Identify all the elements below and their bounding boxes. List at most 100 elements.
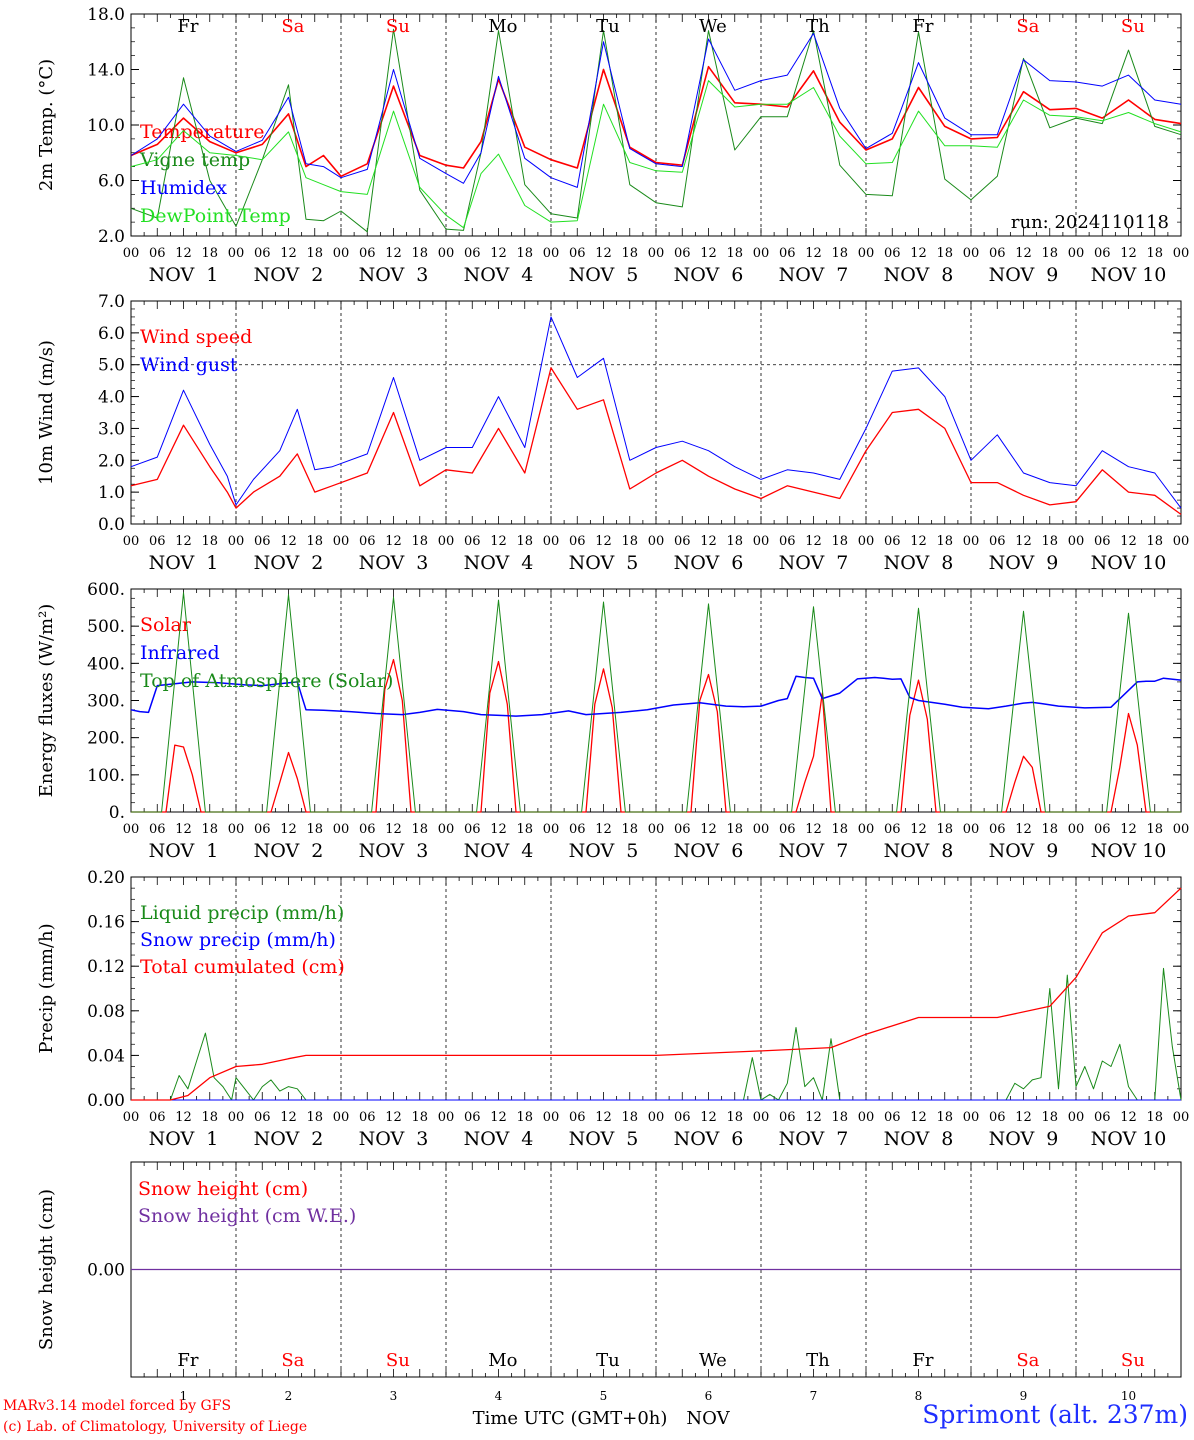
legend-label: Total cumulated (cm) [140,956,345,978]
day-number-label: 8 [915,1389,923,1403]
day-label: NOV 5 [569,1128,639,1150]
legend-label: Snow precip (mm/h) [140,929,336,951]
hour-tick-label: 18 [1041,822,1058,837]
legend-label: Wind gust [140,354,238,376]
series-line [131,967,1182,1101]
hour-tick-label: 18 [936,822,953,837]
hour-tick-label: 06 [464,534,481,549]
hour-tick-label: 18 [831,822,848,837]
hour-tick-label: 12 [1120,246,1137,261]
weekday-label: We [699,16,727,37]
hour-tick-label: 18 [306,534,323,549]
hour-tick-label: 06 [674,822,691,837]
hour-tick-label: 00 [1068,246,1085,261]
hour-tick-label: 06 [779,534,796,549]
hour-tick-label: 12 [490,1110,507,1125]
hour-tick-label: 00 [753,822,770,837]
hour-tick-label: 06 [359,246,376,261]
hour-tick-label: 18 [936,246,953,261]
hour-tick-label: 06 [359,534,376,549]
hour-tick-label: 18 [831,246,848,261]
day-label: NOV 7 [779,1128,849,1150]
hour-tick-label: 06 [779,822,796,837]
hour-tick-label: 12 [175,534,192,549]
hour-tick-label: 18 [201,822,218,837]
model-credit: MARv3.14 model forced by GFS [3,1398,232,1414]
day-label: NOV 6 [674,1128,744,1150]
day-label: NOV 6 [674,552,744,574]
hour-tick-label: 06 [149,1110,166,1125]
weekday-label: Fr [177,1350,198,1371]
day-label: NOV 2 [254,840,324,862]
hour-tick-label: 06 [989,246,1006,261]
hour-tick-label: 00 [648,246,665,261]
weekday-label: Th [806,1350,830,1371]
hour-tick-label: 00 [333,534,350,549]
y-tick-label: 200. [87,729,125,749]
y-axis-label: 2m Temp. (°C) [36,59,57,191]
legend-label: Temperature [140,121,264,143]
hour-tick-label: 12 [805,822,822,837]
hour-tick-label: 00 [753,1110,770,1125]
hour-tick-label: 00 [123,246,140,261]
hour-tick-label: 00 [123,822,140,837]
day-label: NOV 8 [884,1128,954,1150]
hour-tick-label: 18 [936,534,953,549]
series-line [131,592,1181,813]
weekday-label: Fr [912,16,933,37]
hour-tick-label: 12 [700,534,717,549]
hour-tick-label: 12 [280,534,297,549]
hour-tick-label: 00 [1173,246,1190,261]
series-line [130,32,1182,188]
y-axis-label: Precip (mm/h) [36,923,57,1053]
hour-tick-label: 18 [516,822,533,837]
day-label: NOV 4 [464,264,534,286]
hour-tick-label: 06 [779,1110,796,1125]
hour-tick-label: 18 [726,822,743,837]
hour-tick-label: 00 [963,246,980,261]
hour-tick-label: 12 [910,534,927,549]
series-line [130,675,1182,717]
hour-tick-label: 06 [464,1110,481,1125]
hour-tick-label: 18 [516,534,533,549]
hour-tick-label: 18 [1041,246,1058,261]
hour-tick-label: 00 [333,246,350,261]
day-label: NOV 8 [884,264,954,286]
hour-tick-label: 06 [989,534,1006,549]
hour-tick-label: 00 [1068,822,1085,837]
hour-tick-label: 00 [753,534,770,549]
hour-tick-label: 18 [411,822,428,837]
hour-tick-label: 18 [621,246,638,261]
hour-tick-label: 00 [648,534,665,549]
y-tick-label: 400. [87,654,125,674]
hour-tick-label: 12 [700,822,717,837]
series-line [130,80,1182,229]
y-tick-label: 0.04 [87,1046,125,1066]
hour-tick-label: 12 [1015,1110,1032,1125]
hour-tick-label: 00 [858,822,875,837]
day-label: NOV 8 [884,552,954,574]
day-label: NOV 4 [464,552,534,574]
y-tick-label: 6.0 [98,172,125,192]
hour-tick-label: 12 [1015,534,1032,549]
day-label: NOV 7 [779,840,849,862]
y-tick-label: 2.0 [98,227,125,247]
hour-tick-label: 12 [1015,822,1032,837]
day-label: NOV 1 [149,1128,219,1150]
day-label: NOV 3 [359,552,429,574]
panel-wind: 0.0 1.0 2.0 3.0 4.0 5.0 6.0 7.0 10m Wind (m/s) Wi… [36,292,1189,574]
hour-tick-label: 12 [805,534,822,549]
hour-tick-label: 18 [726,1110,743,1125]
hour-tick-label: 00 [228,822,245,837]
hour-tick-label: 06 [149,822,166,837]
day-number-label: 4 [495,1389,503,1403]
hour-tick-label: 18 [726,246,743,261]
hour-tick-label: 06 [989,1110,1006,1125]
hour-tick-label: 18 [201,246,218,261]
hour-tick-label: 06 [884,246,901,261]
hour-tick-label: 18 [621,534,638,549]
hour-tick-label: 12 [700,1110,717,1125]
series-line [131,887,1182,1101]
hour-tick-label: 12 [490,822,507,837]
